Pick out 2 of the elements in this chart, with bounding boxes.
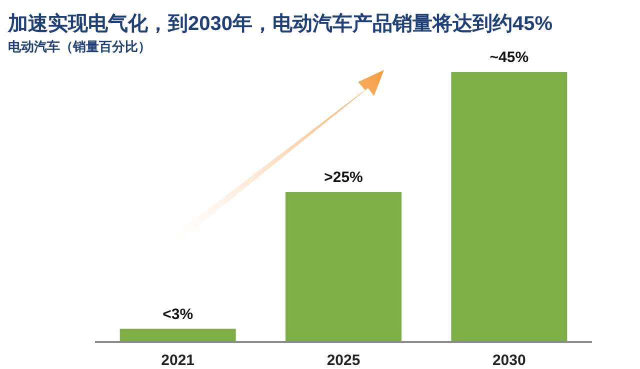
title: 加速实现电气化，到2030年，电动汽车产品销量将达到约45%	[8, 13, 553, 35]
subtitle: 电动汽车（销量百分比）	[8, 39, 151, 54]
